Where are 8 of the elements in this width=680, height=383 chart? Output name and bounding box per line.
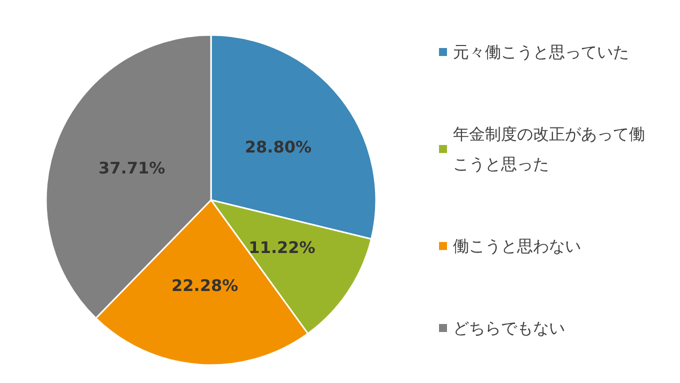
legend-label: 年金制度の改正があって働こうと思った	[453, 124, 645, 174]
data-label: 28.80%	[244, 138, 312, 157]
data-label: 37.71%	[98, 158, 166, 178]
legend-label: 元々働こうと思っていた	[453, 42, 629, 62]
legend-label: 働こうと思わない	[453, 236, 581, 256]
legend-label: どちらでもない	[453, 318, 565, 338]
data-label: 11.22%	[248, 238, 316, 258]
data-label: 22.28%	[171, 276, 238, 295]
